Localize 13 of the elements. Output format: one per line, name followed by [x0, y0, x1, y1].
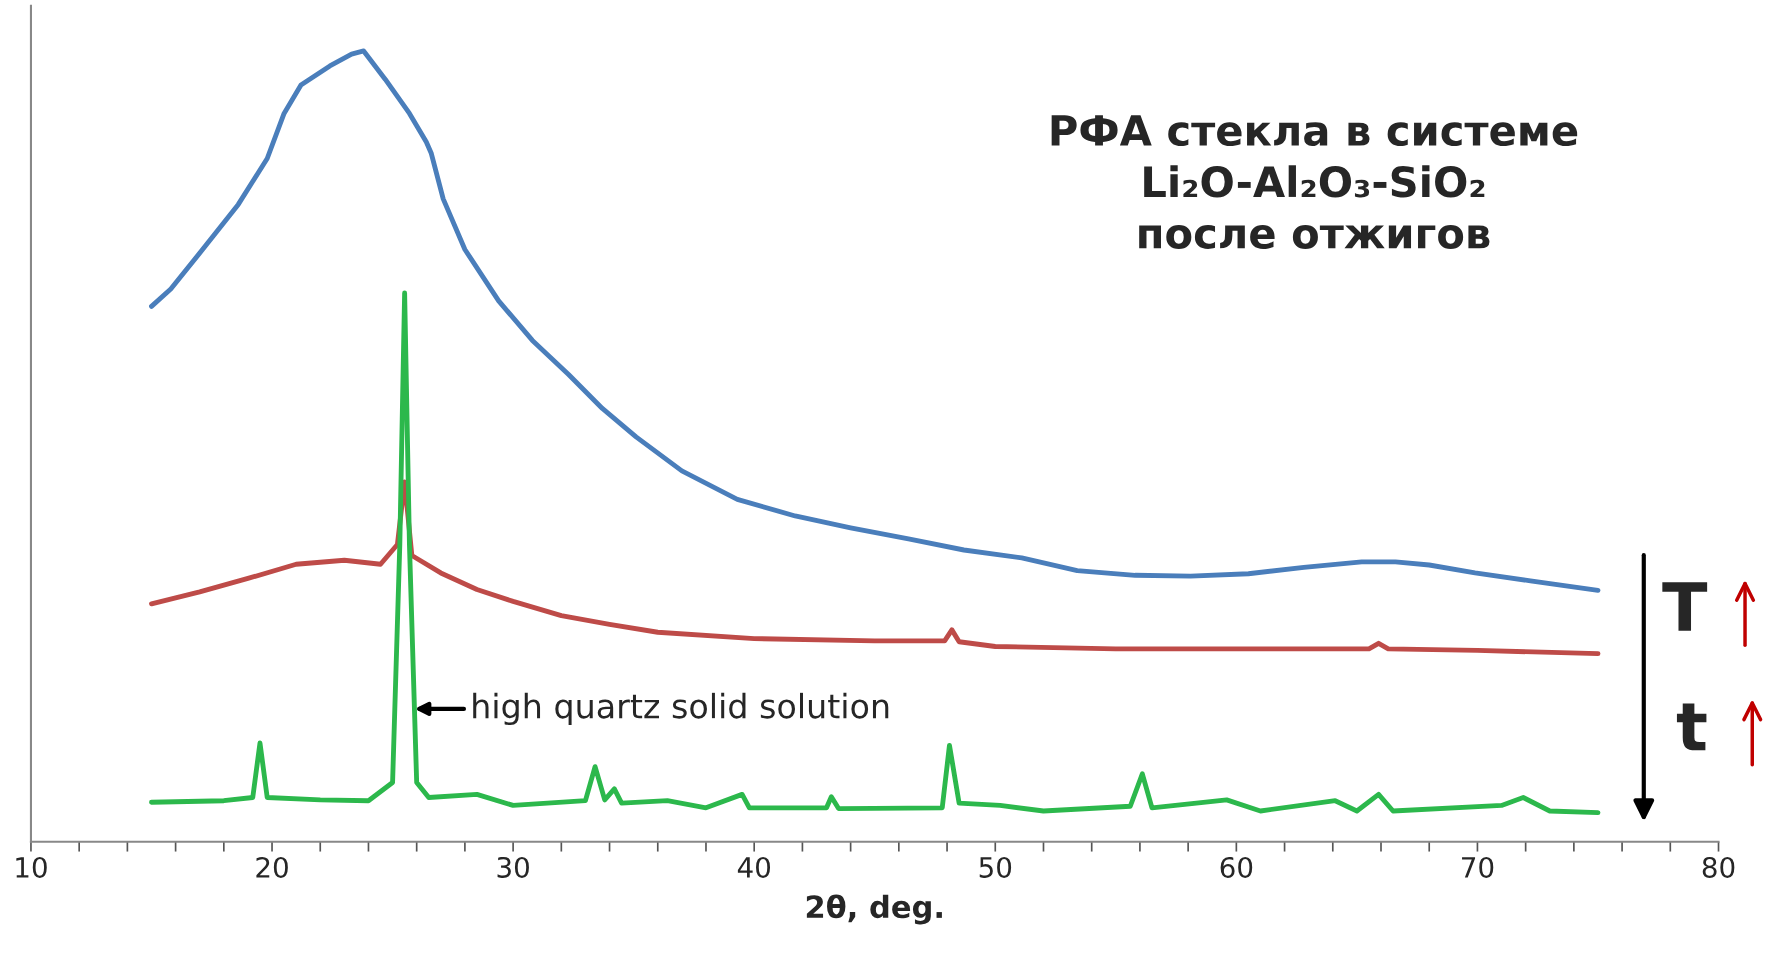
x-tick-label: 30	[497, 856, 529, 878]
x-tick-label: 20	[256, 856, 288, 878]
x-tick-label: 50	[979, 856, 1012, 878]
x-tick-label: 70	[1462, 856, 1494, 878]
x-tick-label: 40	[737, 856, 771, 878]
annotation: T	[1662, 582, 1708, 631]
x-tick-label: 60	[1220, 856, 1253, 878]
annotation: high quartz solid solution	[473, 692, 889, 726]
x-tick-label: 80	[1702, 856, 1735, 878]
x-tick-label: 10	[16, 856, 47, 878]
x-axis-title: 2θ, deg.	[806, 894, 942, 925]
annotation: t	[1676, 703, 1707, 751]
text: РФА стекла в системе Li₂O-Al₂O₃-SiO₂ после отжигов	[1051, 115, 1578, 249]
